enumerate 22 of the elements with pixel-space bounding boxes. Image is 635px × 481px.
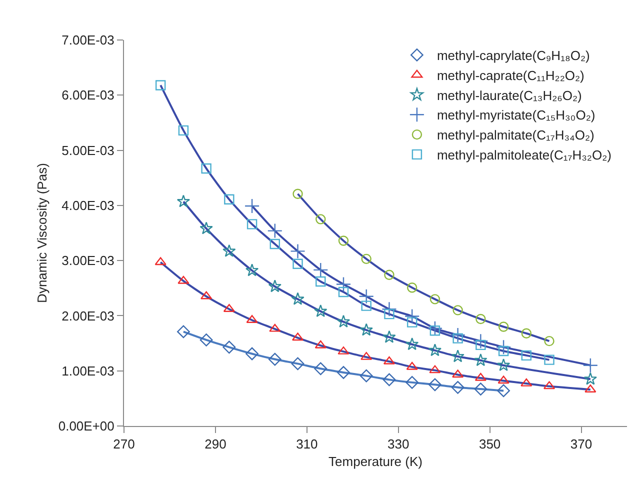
x-tick-label: 350 [478, 436, 501, 452]
y-tick-label: 5.00E-03 [62, 142, 114, 158]
y-tick-label: 0.00E+00 [58, 418, 114, 434]
x-tick-label: 270 [113, 436, 135, 452]
legend-label: methyl-caprylate(C₉H₁₈O₂) [436, 48, 590, 64]
x-axis-title: Temperature (K) [328, 454, 422, 470]
y-tick-label: 7.00E-03 [62, 32, 114, 48]
y-tick-label: 4.00E-03 [62, 198, 114, 213]
x-tick-label: 330 [388, 436, 410, 452]
legend-label: methyl-myristate(C₁₅H₃₀O₂) [436, 108, 596, 123]
y-tick-label: 6.00E-03 [62, 88, 114, 103]
y-tick-label: 2.00E-03 [62, 308, 114, 324]
legend-label: methyl-palmitoleate(C₁₇H₃₂O₂) [436, 148, 612, 163]
x-tick-label: 310 [296, 436, 318, 452]
y-axis-title: Dynamic Viscosity (Pas) [34, 163, 50, 303]
legend-label: methyl-caprate(C₁₁H₂₂O₂) [436, 68, 584, 83]
legend-label: methyl-laurate(C₁₃H₂₆O₂) [436, 88, 582, 103]
legend-label: methyl-palmitate(C₁₇H₃₄O₂) [436, 128, 594, 143]
y-tick-label: 1.00E-03 [62, 363, 114, 378]
y-tick-label: 3.00E-03 [62, 253, 114, 268]
x-tick-label: 370 [570, 436, 592, 452]
x-tick-label: 290 [204, 436, 226, 452]
